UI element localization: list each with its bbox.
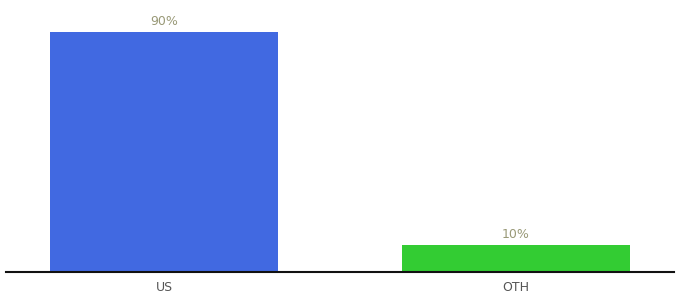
Text: 90%: 90%	[150, 15, 178, 28]
Text: 10%: 10%	[502, 228, 530, 241]
Bar	[402, 245, 630, 272]
Bar	[50, 32, 278, 272]
